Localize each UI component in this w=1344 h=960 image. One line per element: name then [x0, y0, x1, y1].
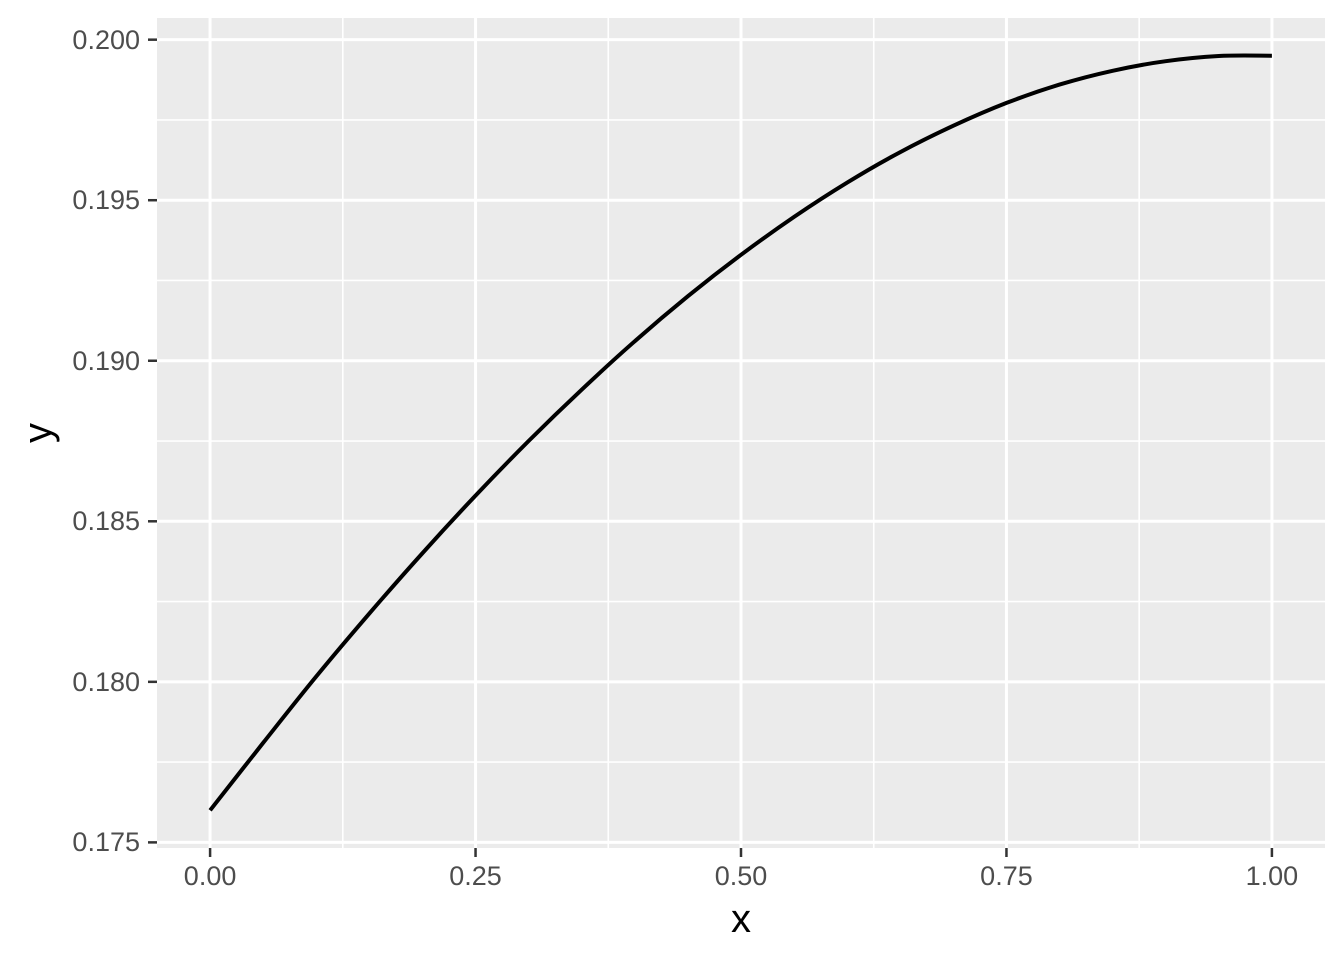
y-tick-label: 0.180	[72, 666, 140, 697]
x-tick-label: 0.00	[183, 861, 237, 891]
x-tick-label: 0.50	[714, 861, 768, 891]
y-tick-label: 0.175	[72, 827, 140, 858]
x-tick-label: 1.00	[1245, 861, 1299, 891]
x-axis-title: x	[731, 897, 751, 941]
x-tick-label: 0.25	[449, 861, 502, 891]
x-tick-label: 0.75	[980, 861, 1033, 891]
y-tick-label: 0.185	[72, 506, 140, 537]
y-tick-label: 0.190	[72, 345, 140, 376]
y-axis-title: y	[16, 423, 60, 443]
y-tick-label: 0.200	[72, 24, 140, 55]
data-line	[208, 53, 1272, 812]
y-tick-label: 0.195	[72, 185, 140, 216]
